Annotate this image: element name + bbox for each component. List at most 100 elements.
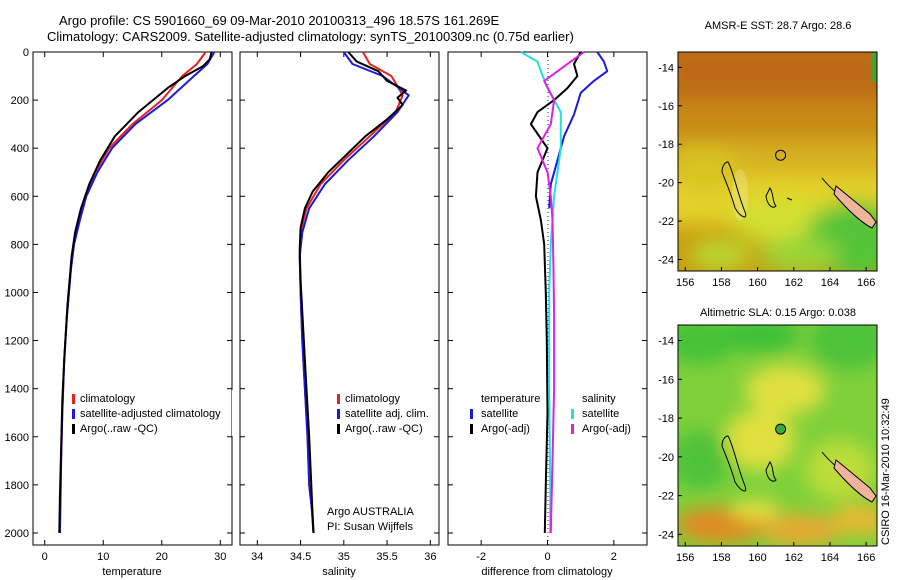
x-tick-label: 166 (857, 552, 875, 564)
new-caledonia-land (833, 459, 877, 503)
coastline (721, 435, 747, 492)
y-tick-label: 1200 (5, 336, 29, 348)
legend-swatch-temperature-satellite (470, 409, 473, 419)
series-line (520, 51, 562, 533)
salinity-plot: 34 34.5 35 35.5 36 (240, 51, 439, 563)
legend-swatch-salinity-satellite (571, 409, 574, 419)
x-tick-label: 156 (676, 552, 694, 564)
salinity-annotation-line2: PI: Susan Wijffels (327, 521, 413, 533)
y-tick-label: 1800 (5, 480, 29, 492)
x-tick-label: 2 (611, 551, 617, 563)
legend-swatch-satellite (72, 409, 75, 419)
legend-label: Argo(-adj) (582, 423, 631, 435)
y-tick-label: -14 (658, 62, 674, 74)
x-tick-label: 164 (821, 552, 839, 564)
series-line (58, 51, 207, 534)
series-line (529, 51, 582, 534)
x-tick-label: 162 (785, 552, 803, 564)
series-line (298, 51, 410, 534)
temperature-panel: 0 10 20 30 0 200 400 600 800 1000 1200 1400 1600 1800… (5, 47, 240, 578)
difference-legend: temperature satellite Argo(-adj) salinit… (470, 393, 631, 435)
y-tick-label: 800 (11, 239, 29, 251)
figure-title-line1: Argo profile: CS 5901660_69 09-Mar-2010 … (59, 13, 500, 28)
x-tick-label: 35.5 (376, 551, 397, 563)
salinity-annotation-line1: Argo AUSTRALIA (327, 506, 414, 518)
sst-map-title: AMSR-E SST: 28.7 Argo: 28.6 (705, 20, 852, 32)
y-tick-label: 1400 (5, 384, 29, 396)
y-tick-label: 600 (11, 191, 29, 203)
series-line (298, 51, 404, 534)
legend-label: satellite (481, 408, 518, 420)
x-tick-label: 160 (748, 552, 766, 564)
legend-swatch-salinity-argo (571, 424, 574, 434)
y-tick-label: 2000 (5, 528, 29, 540)
temperature-axes-frame (32, 51, 233, 546)
y-tick-label: -20 (658, 452, 674, 464)
temperature-plot: 0 10 20 30 0 200 400 600 800 1000 1200 1400 1600 1800… (5, 47, 232, 563)
coastline (765, 461, 777, 482)
series-line (58, 51, 216, 534)
sla-map-title: Altimetric SLA: 0.15 Argo: 0.038 (700, 307, 856, 319)
y-tick-label: -18 (658, 139, 674, 151)
coastline (786, 197, 793, 201)
salinity-xlabel: salinity (322, 566, 356, 578)
y-tick-label: 1000 (5, 287, 29, 299)
legend-label: satellite-adjusted climatology (80, 408, 221, 420)
legend-swatch-climatology (72, 394, 75, 404)
y-tick-label: 0 (23, 47, 29, 59)
legend-swatch-satellite (337, 409, 340, 419)
y-tick-label: 400 (11, 143, 29, 155)
x-tick-label: 162 (785, 277, 803, 289)
x-tick-label: 166 (857, 277, 875, 289)
salinity-panel: 34 34.5 35 35.5 36 climatology satellite adj… (239, 51, 440, 578)
y-tick-label: -24 (658, 529, 674, 541)
sst-field (678, 52, 877, 271)
legend-label: satellite adj. clim. (345, 408, 429, 420)
y-tick-label: -22 (658, 216, 674, 228)
y-tick-label: 200 (11, 95, 29, 107)
figure-title-line2: Climatology: CARS2009. Satellite-adjuste… (47, 29, 574, 44)
sla-map-frame (677, 324, 878, 547)
x-tick-label: -2 (476, 551, 486, 563)
argo-position-marker (775, 149, 787, 161)
legend-label: satellite (582, 408, 619, 420)
series-line (548, 51, 609, 209)
coastline (721, 161, 747, 218)
legend-label: climatology (345, 393, 401, 405)
legend-title-salinity: salinity (582, 393, 616, 405)
legend-label: Argo(..raw -QC) (80, 423, 158, 435)
series-line (536, 51, 585, 534)
difference-panel: -2 0 2 temperature satellite Argo(-adj) sa… (447, 51, 648, 578)
sla-map-axes: 156 158 160 162 164 166 -14 -16 -18 -20 -22 -24 (658, 336, 875, 564)
y-tick-label: -16 (658, 101, 674, 113)
legend-swatch-temperature-argo (470, 424, 473, 434)
y-tick-label: -16 (658, 374, 674, 386)
x-tick-label: 20 (156, 551, 168, 563)
x-tick-label: 0 (544, 551, 550, 563)
legend-swatch-climatology (337, 394, 340, 404)
x-tick-label: 30 (214, 551, 226, 563)
argo-position-marker (775, 423, 787, 435)
salinity-legend: climatology satellite adj. clim. Argo(..… (337, 393, 429, 435)
x-tick-label: 34 (251, 551, 263, 563)
series-line (298, 51, 408, 534)
x-tick-label: 0 (42, 551, 48, 563)
sla-map: Altimetric SLA: 0.15 Argo: 0.038 (658, 307, 878, 564)
y-tick-label: 1600 (5, 432, 29, 444)
coastline (765, 187, 777, 208)
legend-clip-mask (232, 390, 240, 436)
legend-label: Argo(-adj) (481, 423, 530, 435)
legend-title-temperature: temperature (481, 393, 540, 405)
legend-swatch-argo (337, 424, 340, 434)
timestamp-label: CSIRO 16-Mar-2010 10:32:49 (880, 398, 892, 545)
y-tick-label: -20 (658, 178, 674, 190)
difference-plot: -2 0 2 (448, 51, 647, 563)
x-tick-label: 34.5 (290, 551, 311, 563)
difference-xlabel: difference from climatology (481, 566, 613, 578)
x-tick-label: 164 (821, 277, 839, 289)
x-tick-label: 160 (748, 277, 766, 289)
legend-label: climatology (80, 393, 136, 405)
sst-map-frame (677, 51, 878, 272)
y-tick-label: -24 (658, 254, 674, 266)
